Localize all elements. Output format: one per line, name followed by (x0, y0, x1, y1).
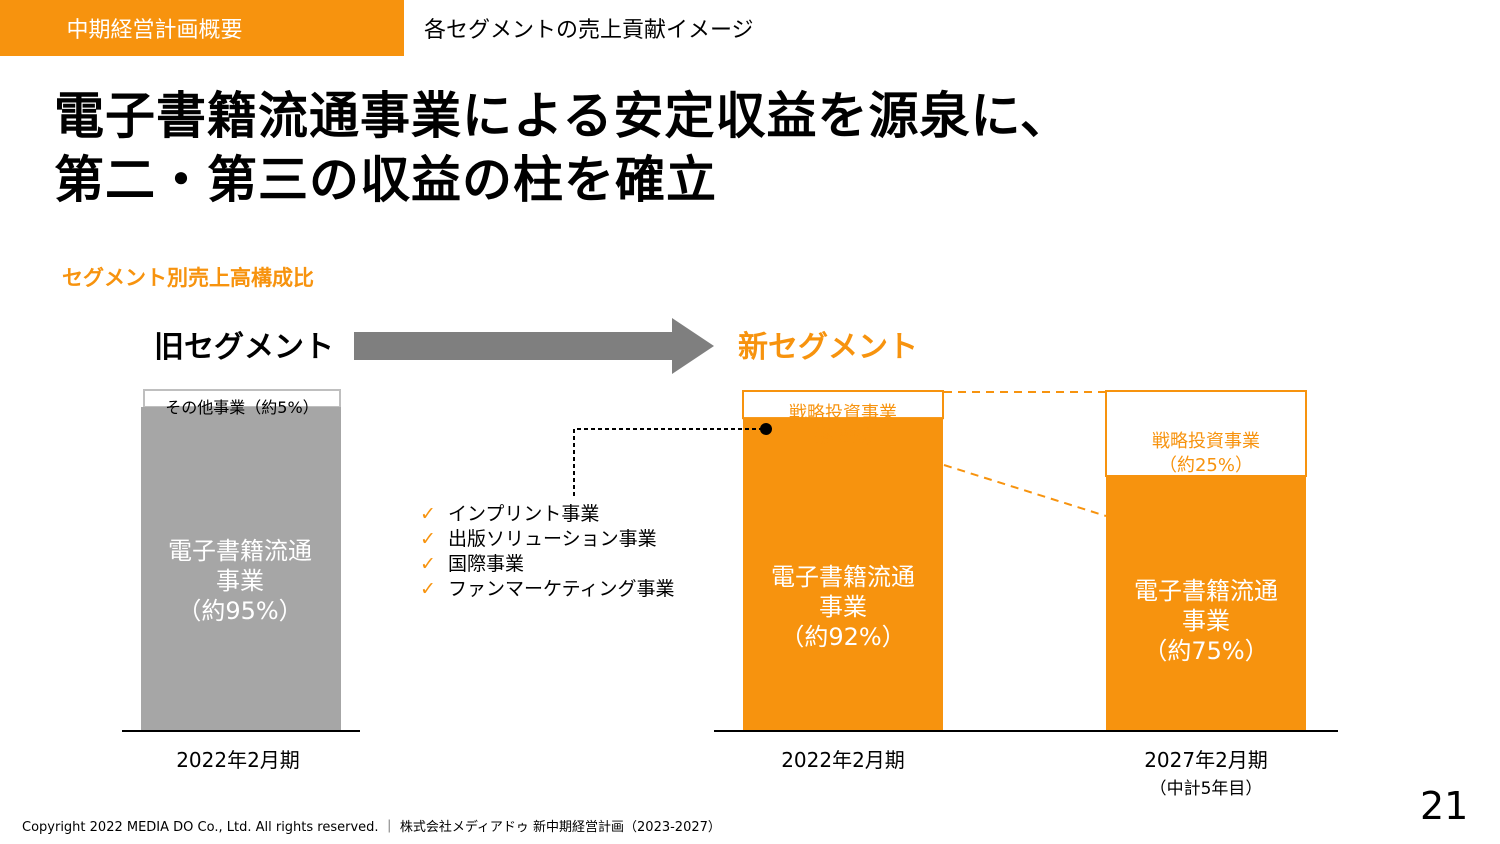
strategic-connector (573, 428, 766, 496)
header-tag: 中期経営計画概要 (0, 0, 404, 56)
old-main-label-1: 電子書籍流通 (168, 537, 312, 565)
list-item-label: 国際事業 (448, 553, 525, 575)
page-title-line1: 電子書籍流通事業による安定収益を源泉に、 (54, 87, 1071, 145)
new2-top-label-2: （約25%） (1158, 455, 1253, 476)
new1-main-label: 電子書籍流通 事業 （約92%） (742, 562, 944, 652)
page-number: 21 (1420, 784, 1469, 828)
new-period2-label: 2027年2月期 (1144, 748, 1268, 772)
new2-main-label: 電子書籍流通 事業 （約75%） (1106, 576, 1306, 666)
page-title: 電子書籍流通事業による安定収益を源泉に、 第二・第三の収益の柱を確立 (54, 84, 1071, 212)
new2-main-label-3: （約75%） (1143, 637, 1269, 665)
list-item-label: ファンマーケティング事業 (448, 578, 675, 600)
strategic-items-list: ✓ インプリント事業 ✓ 出版ソリューション事業 ✓ 国際事業 ✓ ファンマーケティング… (420, 502, 674, 602)
list-item: ✓ 国際事業 (420, 552, 674, 577)
new2-top-label-1: 戦略投資事業 (1152, 431, 1260, 452)
old-main-label-2: 事業 (216, 567, 264, 595)
check-icon: ✓ (420, 528, 436, 550)
list-item-label: インプリント事業 (448, 503, 600, 525)
list-item: ✓ 出版ソリューション事業 (420, 527, 674, 552)
header-tag-label: 中期経営計画概要 (66, 18, 243, 43)
connector-dot (760, 423, 772, 435)
replace-arrow (354, 318, 714, 374)
new1-main-label-2: 事業 (819, 593, 867, 621)
old-other-label: その他事業（約5%） (165, 398, 319, 417)
bars-layer (141, 389, 1307, 730)
list-item-label: 出版ソリューション事業 (448, 528, 657, 550)
old-main-label-3: （約95%） (177, 597, 303, 625)
new2-top-label: 戦略投資事業 （約25%） (1106, 430, 1306, 478)
new-segment-label: 新セグメント (738, 330, 918, 365)
new1-top-label-1: 戦略投資事業 (789, 403, 897, 424)
old-main-label: 電子書籍流通 事業 （約95%） (140, 536, 340, 626)
new2-main-label-1: 電子書籍流通 (1134, 577, 1278, 605)
check-icon: ✓ (420, 503, 436, 525)
old-period-label: 2022年2月期 (176, 748, 300, 772)
new1-main-label-1: 電子書籍流通 (771, 563, 915, 591)
list-item: ✓ インプリント事業 (420, 502, 674, 527)
check-icon: ✓ (420, 578, 436, 600)
section-title: セグメント別売上高構成比 (62, 266, 314, 290)
old-segment-label: 旧セグメント (154, 330, 334, 365)
footer-copyright: Copyright 2022 MEDIA DO Co., Ltd. All ri… (22, 820, 721, 835)
check-icon: ✓ (420, 553, 436, 575)
new-main-bar-2 (1106, 475, 1306, 730)
new1-main-label-3: （約92%） (780, 623, 906, 651)
new-main-bar-1 (743, 417, 943, 730)
old-main-bar (141, 407, 341, 730)
new-period2-note: （中計5年目） (1149, 779, 1263, 799)
new1-top-label: 戦略投資事業 （約8%） (742, 402, 944, 450)
list-item: ✓ ファンマーケティング事業 (420, 577, 674, 602)
new1-top-label-2: （約8%） (801, 427, 885, 448)
header-subtitle: 各セグメントの売上貢献イメージ (424, 18, 754, 43)
new-period1-label: 2022年2月期 (781, 748, 905, 772)
trend-line-bottom (943, 464, 1107, 517)
new2-main-label-2: 事業 (1182, 607, 1230, 635)
page-title-line2: 第二・第三の収益の柱を確立 (54, 151, 717, 209)
